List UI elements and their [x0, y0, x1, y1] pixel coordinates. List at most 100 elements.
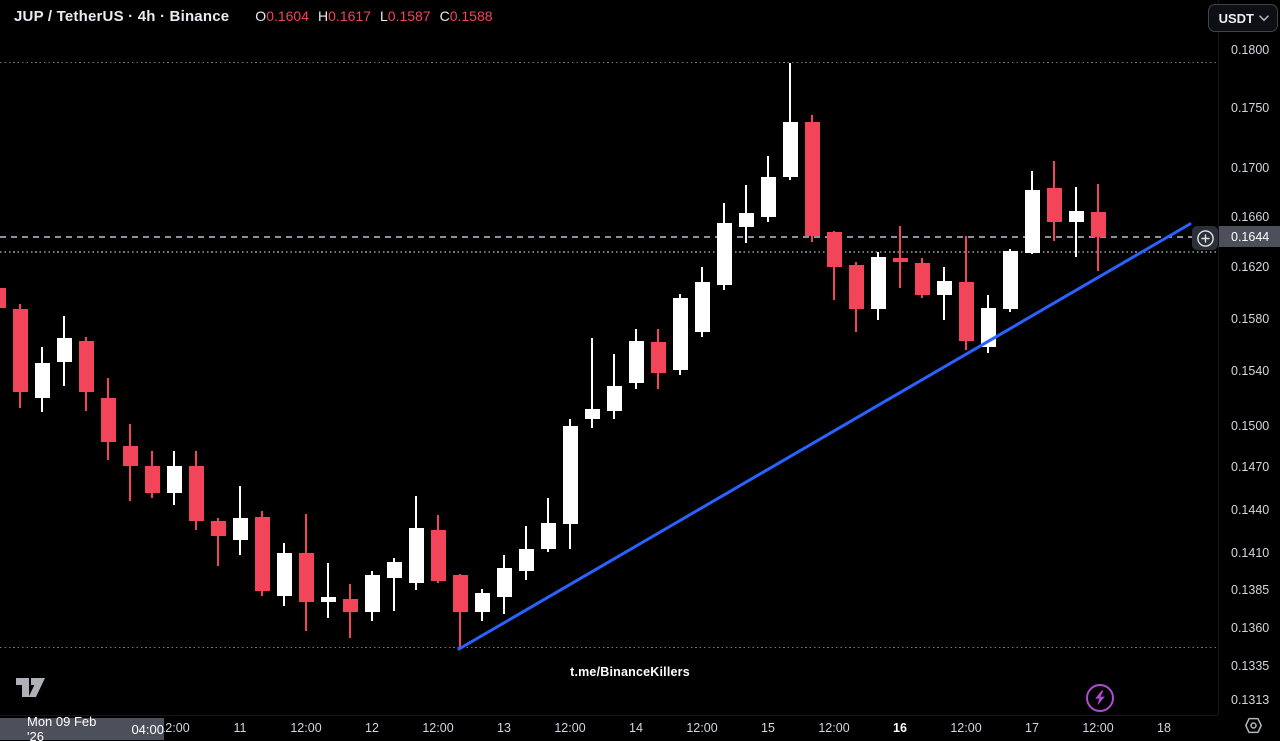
- candle-body: [408, 528, 424, 583]
- chevron-down-icon: [1259, 14, 1269, 21]
- time-axis-tick[interactable]: 12:00: [554, 721, 586, 735]
- candle-body: [496, 567, 512, 598]
- price-axis-label: 0.1660: [1231, 209, 1270, 224]
- price-axis-label: 0.1620: [1231, 260, 1270, 275]
- candle-body: [628, 340, 644, 384]
- candle-body: [826, 231, 842, 268]
- candle-body: [1046, 188, 1062, 222]
- candle-body: [1002, 250, 1018, 310]
- time-axis-tick[interactable]: 12:00: [950, 721, 982, 735]
- candle-body: [870, 256, 886, 310]
- time-axis-tick[interactable]: 18: [1157, 721, 1171, 735]
- symbol-legend[interactable]: JUP / TetherUS · 4h · Binance O0.1604 H0…: [14, 8, 493, 25]
- candle-body: [958, 282, 974, 341]
- candle-wick: [789, 62, 791, 180]
- time-axis-tick[interactable]: 12:00: [1082, 721, 1114, 735]
- time-axis-tick[interactable]: 11: [233, 721, 247, 735]
- candle-body: [782, 122, 798, 178]
- candle-body: [34, 363, 50, 399]
- price-axis[interactable]: 0.1644 0.1800 0.1750 0.1700 0.1660 0.1620 0.1…: [1218, 0, 1280, 715]
- time-axis-tick[interactable]: 14: [629, 721, 643, 735]
- candle-body: [672, 297, 688, 371]
- candle-body: [386, 561, 402, 579]
- candle-body: [606, 386, 622, 411]
- candle-body: [430, 529, 446, 582]
- candle-body: [298, 553, 314, 602]
- currency-toggle-button[interactable]: USDT: [1207, 4, 1278, 32]
- price-axis-label: 0.1580: [1231, 311, 1270, 326]
- tradingview-logo[interactable]: [16, 678, 50, 704]
- candle-body: [540, 522, 556, 549]
- candle-body: [694, 282, 710, 332]
- time-axis-tick[interactable]: 16: [893, 721, 907, 735]
- time-axis-tick[interactable]: 12:00: [422, 721, 454, 735]
- gear-icon: [1245, 717, 1262, 734]
- candle-body: [210, 521, 226, 536]
- time-axis[interactable]: Mon 09 Feb '26 04:00 12:00 11 12:00 12 12:00…: [0, 714, 1218, 741]
- last-price-label: 0.1644: [1219, 226, 1280, 248]
- crosshair-date: Mon 09 Feb '26: [27, 714, 97, 741]
- trendline-drawing[interactable]: [0, 0, 1218, 715]
- candle-body: [936, 281, 952, 296]
- price-axis-label: 0.1313: [1231, 693, 1270, 707]
- candle-body: [188, 465, 204, 522]
- candle-body: [0, 287, 6, 309]
- time-axis-tick[interactable]: 13: [497, 721, 511, 735]
- candle-body: [474, 592, 490, 613]
- ohlc-high: H0.1617: [318, 8, 371, 24]
- add-alert-plus-button[interactable]: [1192, 226, 1218, 250]
- crosshair-time-label: Mon 09 Feb '26 04:00: [0, 714, 164, 741]
- candle-body: [804, 122, 820, 236]
- trendline[interactable]: [457, 222, 1192, 651]
- ohlc-close: C0.1588: [439, 8, 493, 24]
- time-axis-tick[interactable]: 12:00: [686, 721, 718, 735]
- price-axis-label: 0.1700: [1231, 160, 1270, 175]
- time-axis-tick[interactable]: 12: [365, 721, 379, 735]
- time-axis-tick[interactable]: 12:00: [158, 721, 190, 735]
- axis-settings-gear-icon[interactable]: [1244, 716, 1263, 740]
- candle-body: [738, 213, 754, 227]
- candle-body: [452, 575, 468, 613]
- candle-body: [254, 516, 270, 592]
- candle-body: [892, 258, 908, 262]
- price-axis-label: 0.1440: [1231, 502, 1270, 517]
- time-axis-tick[interactable]: 12:00: [818, 721, 850, 735]
- quick-trade-button[interactable]: [1086, 684, 1114, 712]
- candle-body: [584, 409, 600, 419]
- candle-body: [232, 518, 248, 541]
- chart-plot-area[interactable]: t.me/BinanceKillers: [0, 0, 1218, 715]
- candle-body: [716, 223, 732, 285]
- dotted-level-line: [0, 251, 1218, 253]
- ohlc-low: L0.1587: [379, 8, 431, 24]
- price-axis-label: 0.1500: [1231, 418, 1270, 433]
- candle-body: [78, 340, 94, 392]
- ohlc-readout: O0.1604 H0.1617 L0.1587 C0.1588: [255, 8, 492, 24]
- candle-body: [518, 548, 534, 571]
- candle-wick: [591, 338, 593, 429]
- time-axis-tick[interactable]: 15: [761, 721, 775, 735]
- candle-body: [848, 264, 864, 310]
- candle-body: [342, 598, 358, 613]
- currency-toggle-label: USDT: [1218, 10, 1254, 26]
- crosshair-time: 04:00: [131, 721, 164, 737]
- watermark: t.me/BinanceKillers: [570, 665, 690, 679]
- price-axis-label: 0.1335: [1231, 658, 1270, 673]
- candle-body: [12, 309, 28, 392]
- price-axis-label: 0.1800: [1231, 43, 1270, 57]
- candle-body: [56, 338, 72, 363]
- symbol-title[interactable]: JUP / TetherUS · 4h · Binance: [14, 8, 230, 25]
- price-axis-label: 0.1750: [1231, 101, 1270, 116]
- candle-wick: [327, 563, 329, 619]
- price-axis-label: 0.1540: [1231, 364, 1270, 379]
- last-price-line: [0, 235, 1218, 238]
- candle-body: [122, 446, 138, 466]
- price-axis-label: 0.1410: [1231, 546, 1270, 561]
- time-axis-tick[interactable]: 12:00: [290, 721, 322, 735]
- candle-wick: [899, 225, 901, 288]
- candle-wick: [393, 557, 395, 611]
- dotted-level-line: [0, 646, 1218, 649]
- time-axis-tick[interactable]: 17: [1025, 721, 1039, 735]
- candle-wick: [1075, 187, 1077, 257]
- candle-body: [650, 342, 666, 373]
